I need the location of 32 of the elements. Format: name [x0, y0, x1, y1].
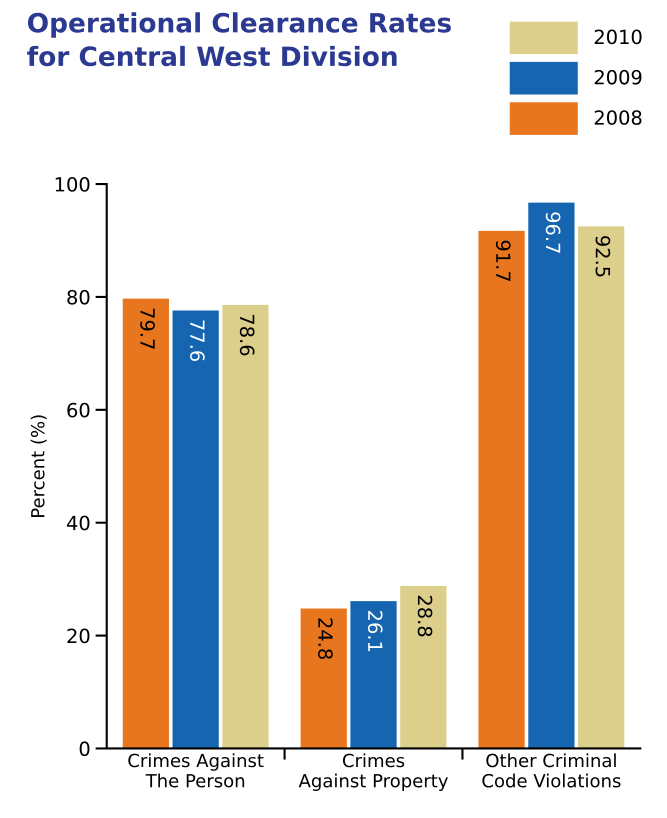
data-label: 28.8: [418, 596, 432, 636]
data-label: 92.5: [596, 236, 610, 276]
chart-title: Operational Clearance Rates for Central West Division: [27, 12, 451, 66]
y-tick-label: 0: [80, 741, 90, 756]
x-tick-label: Other Criminal Code Violations: [482, 753, 621, 788]
y-tick-label: 80: [67, 290, 90, 305]
y-axis-title: Percent (%): [30, 415, 47, 517]
data-label: 26.1: [368, 611, 383, 652]
bar: [172, 310, 219, 748]
y-tick-label: 40: [66, 516, 90, 530]
bar: [528, 202, 575, 748]
bar: [350, 601, 397, 748]
legend-label: 2008: [594, 110, 642, 125]
y-tick-label: 60: [67, 402, 90, 418]
data-label: 77.6: [190, 320, 205, 362]
bar: [300, 608, 347, 748]
data-label: 96.7: [546, 212, 560, 253]
x-tick-label: Crimes Against The Person: [128, 753, 264, 788]
bar: [400, 586, 446, 748]
bar: [478, 230, 525, 748]
x-tick-label: Crimes Against Property: [298, 753, 448, 792]
data-label: 24.8: [318, 618, 333, 659]
legend-label: 2009: [594, 70, 642, 85]
y-tick-label: 100: [56, 177, 90, 192]
data-label: 79.7: [140, 308, 155, 349]
bar: [222, 304, 269, 748]
legend-label: 2010: [594, 30, 642, 44]
y-tick-label: 20: [67, 628, 90, 644]
data-label: 78.6: [240, 314, 255, 356]
bar: [578, 226, 624, 748]
bar: [122, 298, 169, 748]
data-label: 91.7: [496, 240, 511, 281]
